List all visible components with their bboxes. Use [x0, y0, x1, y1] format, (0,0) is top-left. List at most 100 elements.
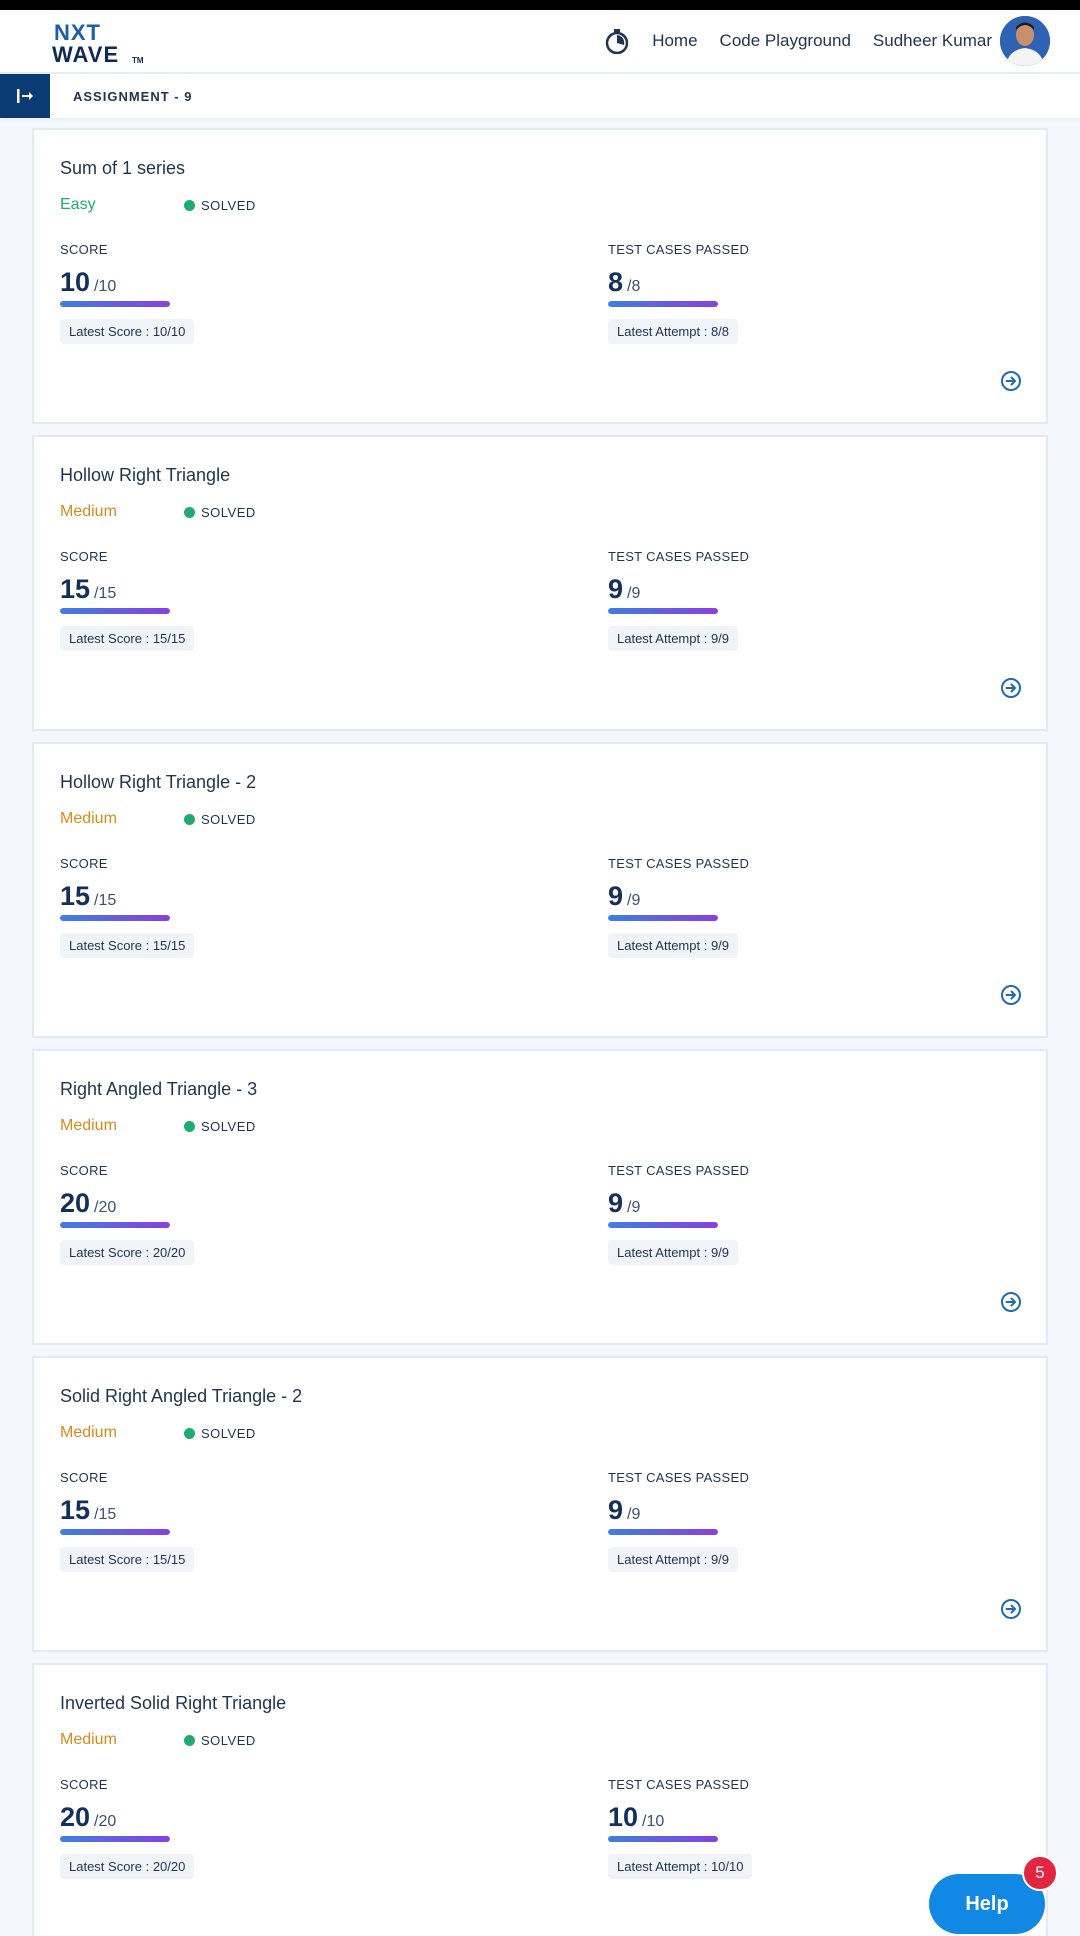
score-block: SCORE 15 /15 Latest Score : 15/15 — [60, 856, 360, 958]
tests-value: 9 /9 — [608, 1188, 908, 1218]
arrow-right-circle-icon[interactable] — [1000, 677, 1022, 699]
tests-total: /9 — [627, 1506, 641, 1523]
question-card[interactable]: Right Angled Triangle - 3 Medium SOLVED … — [32, 1049, 1048, 1345]
status-badge: SOLVED — [184, 505, 256, 520]
latest-score-pill: Latest Score : 20/20 — [60, 1854, 195, 1879]
score-label: SCORE — [60, 549, 108, 564]
arrow-right-circle-icon[interactable] — [1000, 984, 1022, 1006]
tests-progress-fill — [608, 1222, 718, 1228]
tests-number: 10 — [608, 1802, 639, 1832]
question-card[interactable]: Inverted Solid Right Triangle Medium SOL… — [32, 1663, 1048, 1936]
logo-line2: WAVE — [52, 42, 120, 67]
tests-total: /9 — [627, 1199, 641, 1216]
stopwatch-icon[interactable] — [604, 28, 630, 54]
tests-total: /8 — [627, 278, 641, 295]
tests-value: 9 /9 — [608, 574, 908, 604]
score-progress-bar — [60, 301, 170, 307]
score-block: SCORE 10 /10 Latest Score : 10/10 — [60, 242, 360, 344]
score-number: 15 — [60, 881, 91, 911]
tests-label: TEST CASES PASSED — [608, 242, 750, 257]
solved-dot-icon — [184, 200, 195, 211]
tests-progress-bar — [608, 608, 718, 614]
score-progress-fill — [60, 301, 170, 307]
status-text: SOLVED — [201, 505, 256, 520]
score-block: SCORE 15 /15 Latest Score : 15/15 — [60, 549, 360, 651]
user-name[interactable]: Sudheer Kumar — [872, 31, 992, 50]
sidebar-toggle-button[interactable] — [0, 74, 50, 118]
score-progress-fill — [60, 608, 170, 614]
status-badge: SOLVED — [184, 1733, 256, 1748]
score-label: SCORE — [60, 1163, 108, 1178]
latest-attempt-pill: Latest Attempt : 9/9 — [608, 933, 739, 958]
score-block: SCORE 20 /20 Latest Score : 20/20 — [60, 1777, 360, 1879]
question-card[interactable]: Hollow Right Triangle Medium SOLVED SCOR… — [32, 435, 1048, 731]
tests-block: TEST CASES PASSED 9 /9 Latest Attempt : … — [608, 856, 908, 958]
logo-trademark: TM — [132, 56, 144, 65]
score-label: SCORE — [60, 856, 108, 871]
tests-progress-bar — [608, 1836, 718, 1842]
tests-progress-fill — [608, 915, 718, 921]
tests-progress-fill — [608, 1836, 718, 1842]
question-title: Right Angled Triangle - 3 — [60, 1079, 258, 1099]
difficulty-label: Medium — [60, 810, 117, 827]
question-card[interactable]: Sum of 1 series Easy SOLVED SCORE 10 /10… — [32, 128, 1048, 424]
score-total: /15 — [94, 892, 117, 909]
score-value: 10 /10 — [60, 267, 360, 297]
score-value: 15 /15 — [60, 881, 360, 911]
arrow-right-circle-icon[interactable] — [1000, 1598, 1022, 1620]
nav-home-link[interactable]: Home — [652, 31, 698, 50]
latest-score-pill: Latest Score : 10/10 — [60, 319, 195, 344]
arrow-right-circle-icon[interactable] — [1000, 1291, 1022, 1313]
question-title: Hollow Right Triangle - 2 — [60, 772, 257, 792]
question-card[interactable]: Hollow Right Triangle - 2 Medium SOLVED … — [32, 742, 1048, 1038]
difficulty-label: Medium — [60, 503, 117, 520]
score-label: SCORE — [60, 242, 108, 257]
score-value: 20 /20 — [60, 1802, 360, 1832]
tests-total: /9 — [627, 892, 641, 909]
tests-block: TEST CASES PASSED 9 /9 Latest Attempt : … — [608, 549, 908, 651]
question-card[interactable]: Solid Right Angled Triangle - 2 Medium S… — [32, 1356, 1048, 1652]
tests-total: /10 — [642, 1813, 665, 1830]
arrow-right-circle-icon[interactable] — [1000, 370, 1022, 392]
difficulty-label: Medium — [60, 1117, 117, 1134]
score-number: 10 — [60, 267, 91, 297]
score-progress-bar — [60, 608, 170, 614]
score-progress-bar — [60, 1222, 170, 1228]
score-number: 20 — [60, 1188, 91, 1218]
nxtwave-logo[interactable]: NXT WAVE TM — [52, 16, 152, 67]
score-progress-bar — [60, 1836, 170, 1842]
tests-progress-bar — [608, 1529, 718, 1535]
tests-block: TEST CASES PASSED 9 /9 Latest Attempt : … — [608, 1163, 908, 1265]
solved-dot-icon — [184, 1121, 195, 1132]
tests-block: TEST CASES PASSED 8 /8 Latest Attempt : … — [608, 242, 908, 344]
tests-value: 9 /9 — [608, 881, 908, 911]
latest-score-pill: Latest Score : 15/15 — [60, 1547, 195, 1572]
question-title: Sum of 1 series — [60, 158, 186, 178]
score-progress-bar — [60, 915, 170, 921]
score-number: 15 — [60, 1495, 91, 1525]
user-avatar[interactable] — [1000, 16, 1050, 66]
score-total: /20 — [94, 1813, 117, 1830]
solved-dot-icon — [184, 1735, 195, 1746]
logo-line1: NXT — [54, 20, 101, 45]
solved-dot-icon — [184, 507, 195, 518]
score-progress-fill — [60, 915, 170, 921]
score-total: /15 — [94, 1506, 117, 1523]
score-progress-bar — [60, 1529, 170, 1535]
tests-progress-bar — [608, 301, 718, 307]
score-label: SCORE — [60, 1470, 108, 1485]
tests-number: 9 — [608, 1495, 624, 1525]
status-text: SOLVED — [201, 1426, 256, 1441]
nav-code-playground-link[interactable]: Code Playground — [719, 31, 851, 50]
question-title: Inverted Solid Right Triangle — [60, 1693, 287, 1713]
score-progress-fill — [60, 1836, 170, 1842]
score-label: SCORE — [60, 1777, 108, 1792]
difficulty-label: Easy — [60, 196, 96, 213]
latest-attempt-pill: Latest Attempt : 9/9 — [608, 1240, 739, 1265]
question-title: Hollow Right Triangle — [60, 465, 231, 485]
latest-attempt-pill: Latest Attempt : 9/9 — [608, 1547, 739, 1572]
tests-label: TEST CASES PASSED — [608, 1163, 750, 1178]
tests-progress-bar — [608, 915, 718, 921]
tests-value: 9 /9 — [608, 1495, 908, 1525]
tests-value: 8 /8 — [608, 267, 908, 297]
